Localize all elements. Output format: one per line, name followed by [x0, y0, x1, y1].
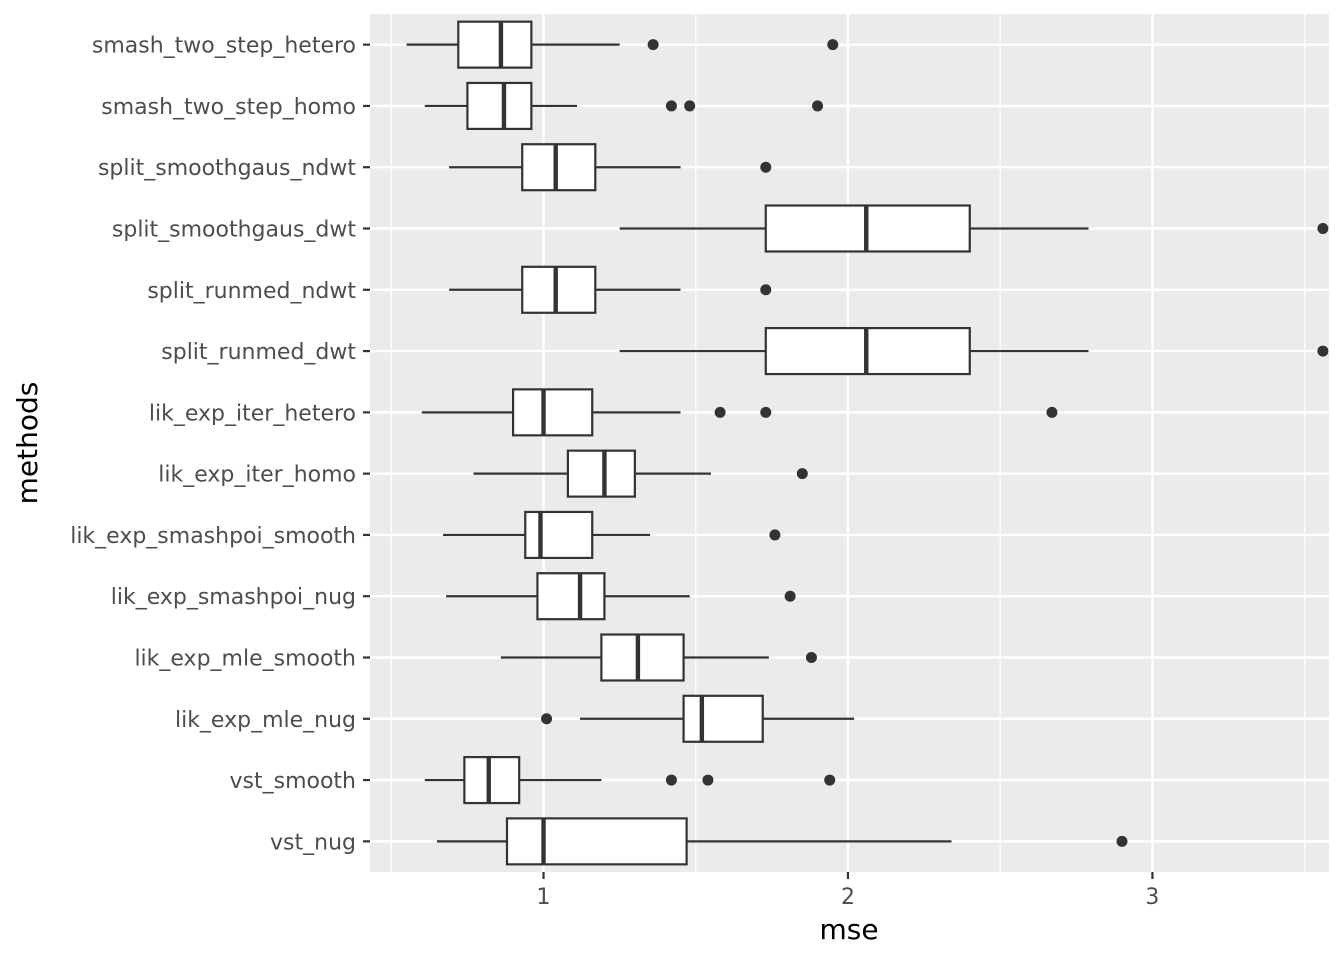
iqr-box — [511, 388, 594, 437]
box-lik_exp_mle_nug — [541, 694, 855, 743]
y-tick-label: split_runmed_dwt — [161, 340, 356, 365]
outlier-point — [1116, 835, 1128, 847]
y-tick-label: lik_exp_smashpoi_nug — [111, 585, 356, 610]
outlier-point — [1317, 345, 1329, 357]
outlier-point — [665, 100, 677, 112]
outlier-point — [784, 590, 796, 602]
outlier-point — [760, 161, 772, 173]
outlier-point — [684, 100, 696, 112]
outlier-point — [827, 39, 839, 51]
y-tick-label: split_runmed_ndwt — [147, 279, 356, 304]
y-tick-label: smash_two_step_homo — [101, 95, 356, 120]
iqr-box — [466, 81, 533, 131]
box-split_runmed_dwt — [619, 326, 1329, 376]
box-series — [406, 20, 1329, 866]
box-lik_exp_smashpoi_smooth — [443, 510, 781, 560]
y-tick-label: lik_exp_mle_nug — [175, 708, 356, 733]
iqr-box — [682, 694, 764, 743]
box-lik_exp_iter_hetero — [421, 388, 1058, 437]
outlier-point — [760, 284, 772, 296]
box-split_smoothgaus_dwt — [619, 204, 1329, 253]
outlier-point — [541, 713, 553, 725]
y-tick-label: vst_nug — [270, 830, 356, 855]
outlier-point — [702, 774, 714, 786]
box-split_smoothgaus_ndwt — [449, 143, 772, 192]
y-tick-label: lik_exp_smashpoi_smooth — [70, 524, 356, 549]
outlier-point — [714, 406, 726, 418]
box-smash_two_step_homo — [424, 81, 824, 131]
box-lik_exp_iter_homo — [473, 449, 808, 498]
y-tick-label: lik_exp_iter_hetero — [149, 401, 356, 426]
outlier-point — [665, 774, 677, 786]
y-axis: smash_two_step_hetero smash_two_step_homo… — [70, 34, 370, 855]
iqr-box — [600, 633, 685, 682]
iqr-box — [521, 143, 597, 192]
x-tick-label: 2 — [841, 885, 855, 910]
box-lik_exp_mle_smooth — [500, 633, 817, 682]
iqr-box — [524, 510, 594, 560]
box-vst_smooth — [424, 755, 836, 805]
x-axis: 1 2 3 — [537, 872, 1159, 910]
x-tick-label: 3 — [1145, 885, 1159, 910]
box-smash_two_step_hetero — [406, 20, 839, 69]
box-split_runmed_ndwt — [449, 265, 772, 314]
outlier-point — [812, 100, 824, 112]
x-tick-label: 1 — [537, 885, 551, 910]
y-tick-label: lik_exp_mle_smooth — [134, 647, 356, 672]
outlier-point — [760, 406, 772, 418]
outlier-point — [805, 652, 817, 663]
iqr-box — [566, 449, 636, 498]
y-tick-label: smash_two_step_hetero — [92, 34, 356, 59]
iqr-box — [536, 572, 606, 621]
y-tick-label: vst_smooth — [230, 769, 357, 794]
outlier-point — [647, 39, 659, 51]
outlier-point — [1046, 406, 1058, 418]
x-axis-title: mse — [819, 913, 878, 946]
iqr-box — [457, 20, 533, 69]
y-tick-label: split_smoothgaus_ndwt — [98, 156, 356, 181]
y-axis-title: methods — [11, 382, 44, 505]
outlier-point — [824, 774, 836, 786]
y-tick-label: split_smoothgaus_dwt — [112, 218, 356, 243]
box-vst_nug — [436, 817, 1128, 866]
iqr-box — [505, 817, 688, 866]
iqr-box — [521, 265, 597, 314]
outlier-point — [796, 468, 808, 480]
plot-panel — [370, 14, 1329, 872]
outlier-point — [769, 529, 781, 541]
box-lik_exp_smashpoi_nug — [446, 572, 796, 621]
y-tick-label: lik_exp_iter_homo — [158, 463, 356, 488]
outlier-point — [1317, 223, 1329, 234]
iqr-box — [463, 755, 521, 805]
